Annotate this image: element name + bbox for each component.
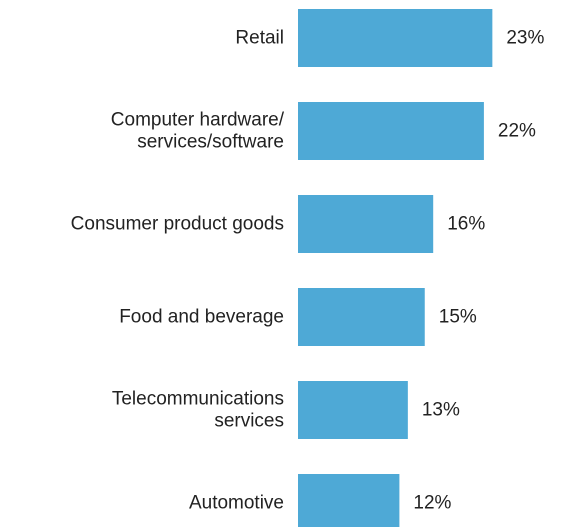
category-label-computer-hardware-services-software: Computer hardware/services/software [111, 110, 285, 153]
category-label-consumer-product-goods: Consumer product goods [71, 214, 284, 235]
value-labels: 23% 22% 16% 15% 13% 12% [413, 28, 544, 514]
category-label-automotive: Automotive [189, 493, 284, 514]
bar-retail [298, 9, 493, 67]
value-label-food-and-beverage: 15% [439, 307, 477, 328]
bar-computer-hardware-services-software [298, 102, 484, 160]
value-label-retail: 23% [506, 28, 544, 49]
category-label-line: Computer hardware/ [111, 110, 285, 131]
value-label-telecommunications-services: 13% [422, 400, 460, 421]
category-label-line: Consumer product goods [71, 214, 284, 235]
bar-food-and-beverage [298, 288, 425, 346]
bar-consumer-product-goods [298, 195, 434, 253]
category-label-line: Automotive [189, 493, 284, 514]
category-label-retail: Retail [235, 28, 284, 49]
value-label-consumer-product-goods: 16% [447, 214, 485, 235]
category-label-line: Food and beverage [119, 307, 284, 328]
category-label-food-and-beverage: Food and beverage [119, 307, 284, 328]
category-label-line: Retail [235, 28, 284, 49]
category-label-telecommunications-services: Telecommunications services [112, 389, 284, 432]
bar-telecommunications-services [298, 381, 408, 439]
value-label-computer-hardware-services-software: 22% [498, 121, 536, 142]
category-labels: Retail Computer hardware/services/softwar… [71, 28, 285, 514]
category-label-line: services [214, 411, 284, 432]
category-label-line: services/software [137, 132, 284, 153]
bar-automotive [298, 474, 400, 527]
category-label-line: Telecommunications [112, 389, 284, 410]
bars-layer [298, 9, 493, 527]
value-label-automotive: 12% [413, 493, 451, 514]
